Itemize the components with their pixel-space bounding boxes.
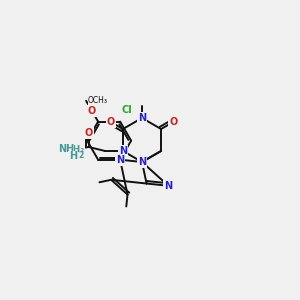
Text: N: N <box>164 181 172 191</box>
Text: Cl: Cl <box>121 105 132 115</box>
Text: O: O <box>107 117 115 127</box>
Text: N: N <box>138 113 146 123</box>
Text: N: N <box>116 155 124 165</box>
Text: H: H <box>69 151 77 161</box>
Text: O: O <box>88 106 96 116</box>
Text: N: N <box>119 146 127 156</box>
Text: N: N <box>119 146 127 156</box>
Text: O: O <box>169 117 177 127</box>
Text: N: N <box>138 157 146 167</box>
Text: N: N <box>138 157 146 167</box>
Text: N: N <box>138 113 146 123</box>
Text: O: O <box>88 106 96 116</box>
Text: NH₂: NH₂ <box>65 145 85 154</box>
Text: O: O <box>169 117 177 127</box>
Text: O: O <box>85 128 93 138</box>
Text: NH: NH <box>58 144 74 154</box>
Text: O: O <box>85 128 93 138</box>
Text: O: O <box>107 117 115 127</box>
Text: 2: 2 <box>78 151 83 160</box>
Text: N: N <box>164 181 172 191</box>
Text: OCH₃: OCH₃ <box>88 96 108 105</box>
Text: N: N <box>116 155 124 165</box>
